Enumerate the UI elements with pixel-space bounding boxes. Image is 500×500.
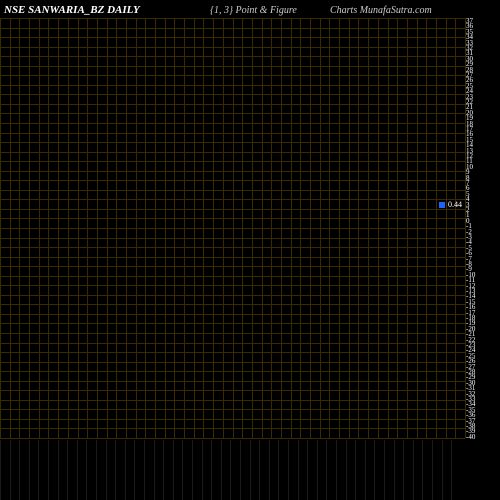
bottom-bar [77,440,78,500]
bottom-bar [115,440,116,500]
bottom-bar [38,440,39,500]
bottom-bar [403,440,404,500]
bottom-bar [307,440,308,500]
bottom-bar [384,440,385,500]
chart-title: NSE SANWARIA_BZ DAILY [4,4,140,16]
price-marker-label: 0.44 [448,200,462,209]
bottom-bar [192,440,193,500]
bottom-bar [10,440,11,500]
bottom-bar [451,440,452,500]
bottom-bar [163,440,164,500]
y-axis: 3736353433323130292827262524232221201918… [466,18,500,438]
bottom-bar-region [0,440,465,500]
bottom-bar [288,440,289,500]
bottom-bar [96,440,97,500]
bottom-bar [48,440,49,500]
bottom-bar [154,440,155,500]
bottom-bar [106,440,107,500]
bottom-bar [278,440,279,500]
bottom-bar [134,440,135,500]
bottom-bar [86,440,87,500]
bottom-bar [442,440,443,500]
bottom-bar [250,440,251,500]
bottom-bar [317,440,318,500]
bottom-bar [144,440,145,500]
bottom-bar [211,440,212,500]
bottom-bar [432,440,433,500]
chart-type-label: {1, 3} Point & Figure [210,5,297,16]
y-axis-tick: -40 [466,434,475,441]
bottom-bar [202,440,203,500]
bottom-bar [29,440,30,500]
bottom-bar [230,440,231,500]
bottom-bar [269,440,270,500]
bottom-bar [326,440,327,500]
bottom-bar [67,440,68,500]
bottom-bar [374,440,375,500]
price-marker-box [439,202,445,208]
bottom-bar [394,440,395,500]
bottom-bar [365,440,366,500]
chart-grid-area [0,18,465,438]
bottom-bar [125,440,126,500]
chart-header: NSE SANWARIA_BZ DAILY {1, 3} Point & Fig… [0,2,500,18]
bottom-bar [19,440,20,500]
bottom-bar [336,440,337,500]
bottom-bar [221,440,222,500]
price-marker: 0.44 [439,200,462,209]
bottom-bar [173,440,174,500]
bottom-bar [58,440,59,500]
bottom-bar [259,440,260,500]
bottom-bar [0,440,1,500]
bottom-bar [182,440,183,500]
bottom-bar [422,440,423,500]
chart-attribution: Charts MunafaSutra.com [330,5,432,16]
bottom-bar [240,440,241,500]
bottom-bar [355,440,356,500]
bottom-bar [413,440,414,500]
bottom-bar [298,440,299,500]
bottom-bar [346,440,347,500]
